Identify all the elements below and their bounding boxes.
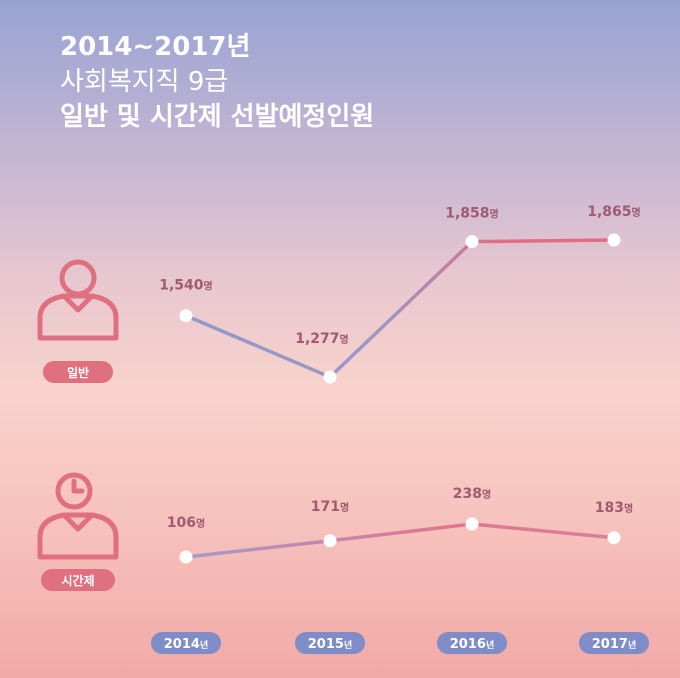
data-point	[607, 233, 621, 247]
series-name: 일반	[67, 365, 89, 380]
x-tick-label: 2016년	[450, 637, 494, 652]
x-tick-label: 2015년	[308, 637, 352, 652]
x-tick-label: 2014년	[164, 637, 208, 652]
data-label: 1,540명	[159, 278, 213, 294]
series-line-0	[184, 238, 616, 379]
data-point	[465, 517, 479, 531]
series-pill-1	[41, 569, 115, 591]
data-label: 1,858명	[445, 206, 499, 222]
x-tick-label: 2017년	[592, 637, 636, 652]
data-label: 1,865명	[587, 204, 641, 220]
data-label: 106명	[167, 515, 205, 531]
data-point	[465, 235, 479, 249]
data-point	[179, 550, 193, 564]
series-name: 시간제	[61, 573, 94, 588]
data-point	[323, 370, 337, 384]
person-icon	[37, 259, 119, 341]
title-position: 사회복지직 9급	[60, 67, 229, 97]
data-point	[323, 534, 337, 548]
x-axis-pills: 2014년 2015년 2016년 2017년	[151, 632, 649, 654]
data-label: 1,277명	[295, 331, 349, 347]
series-lines	[184, 238, 616, 559]
x-tick-pill	[295, 632, 365, 654]
title-subject: 일반 및 시간제 선발예정인원	[60, 102, 375, 132]
x-tick-pill	[151, 632, 221, 654]
person-clock-icon	[37, 472, 119, 560]
data-labels: 1,540명 1,277명 1,858명 1,865명 106명 171명 238명 183명	[159, 204, 641, 531]
x-tick-pill	[579, 632, 649, 654]
data-label: 238명	[453, 486, 491, 502]
data-label: 171명	[311, 499, 349, 515]
series-line-1	[184, 522, 616, 559]
data-point	[607, 531, 621, 545]
series-pill-0	[43, 361, 113, 383]
data-points	[179, 233, 621, 564]
title-years: 2014~2017년	[60, 32, 251, 62]
x-tick-pill	[437, 632, 507, 654]
data-label: 183명	[595, 500, 633, 516]
data-point	[179, 309, 193, 323]
